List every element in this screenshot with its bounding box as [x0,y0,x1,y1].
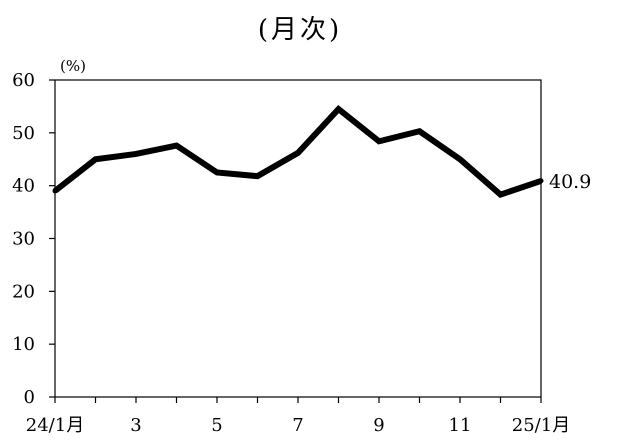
data-point [52,188,58,194]
x-tick-label: 3 [130,415,141,436]
x-tick-label: 25/1月 [512,415,570,436]
y-tick-label: 20 [12,281,35,302]
y-tick-label: 60 [12,70,35,91]
data-point [133,151,139,157]
y-axis-unit-label: (%) [60,57,86,75]
x-tick-label: 5 [211,415,222,436]
data-point [417,128,422,134]
x-axis: 24/1月 3 5 7 9 11 25/1月 [26,397,570,436]
y-tick-label: 0 [24,387,35,408]
data-point [336,106,341,112]
x-tick-label: 24/1月 [26,415,84,436]
data-point [93,156,98,162]
plot-frame [54,79,542,398]
data-point [457,156,463,162]
x-tick-label: 9 [373,415,384,436]
x-tick-label: 11 [449,415,472,436]
data-point [174,143,179,149]
data-points [52,106,544,198]
y-tick-label: 50 [12,123,35,144]
data-point [255,173,260,179]
x-tick-label: 7 [292,415,303,436]
data-point [214,169,220,175]
data-point [538,178,544,184]
y-axis: 0 10 20 30 40 50 60 [12,70,55,408]
data-point [376,138,382,144]
chart-title: (月次) [258,15,342,45]
data-point [498,192,503,198]
data-point [295,150,301,156]
last-value-label: 40.9 [549,171,591,193]
y-tick-label: 30 [12,229,35,250]
y-tick-label: 10 [12,334,35,355]
y-tick-label: 40 [12,176,35,197]
